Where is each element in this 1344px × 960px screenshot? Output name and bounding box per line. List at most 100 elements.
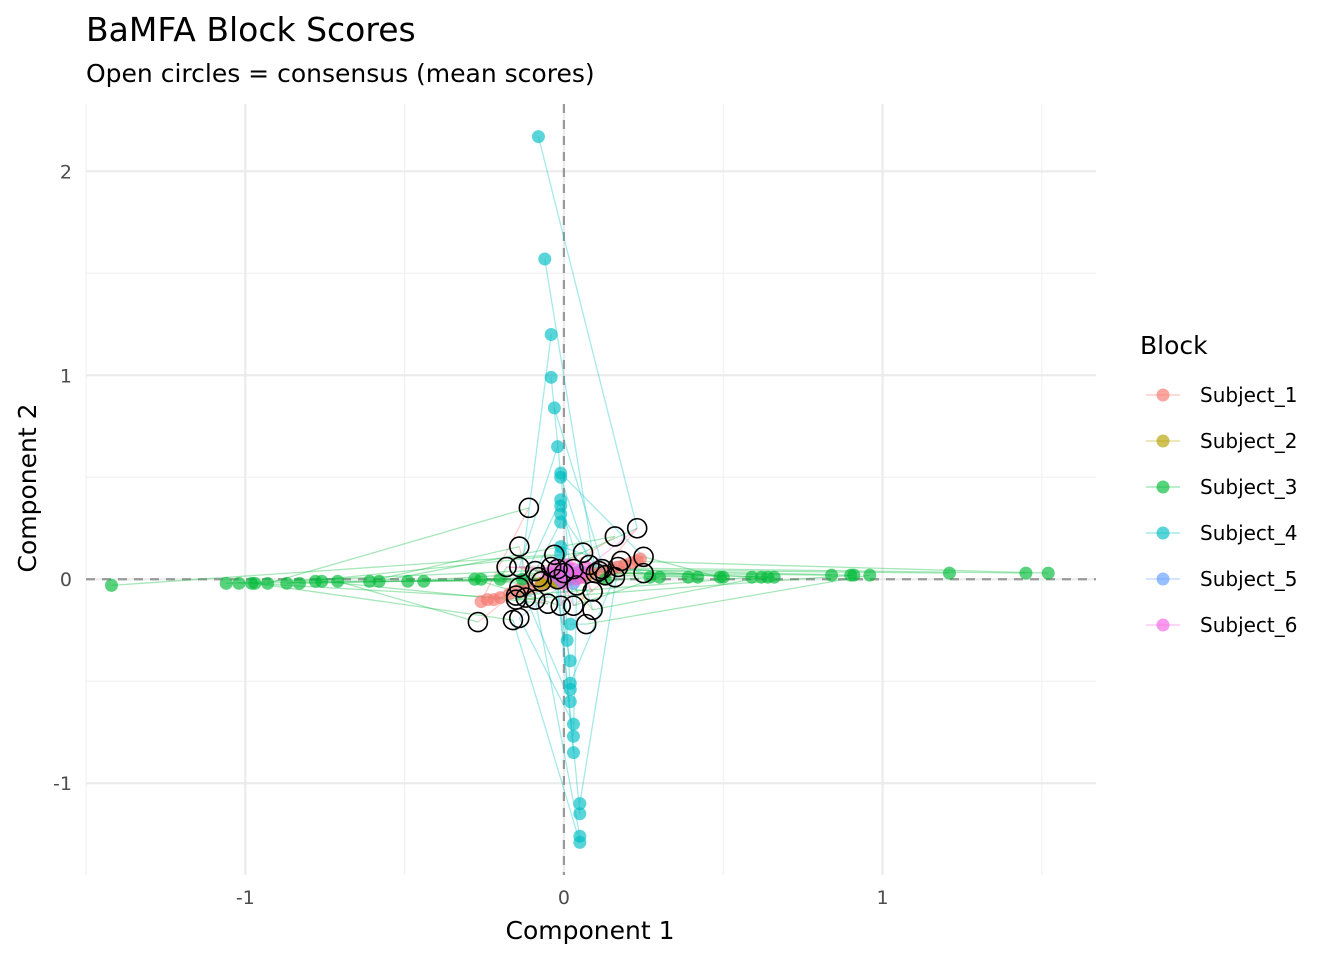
link-line — [254, 582, 514, 621]
x-tick-label: -1 — [236, 887, 255, 909]
legend-label: Subject_6 — [1200, 613, 1298, 637]
data-point — [573, 807, 587, 821]
data-point — [566, 746, 580, 760]
legend-label: Subject_2 — [1200, 429, 1298, 453]
data-point — [573, 797, 587, 811]
y-tick-label: 0 — [60, 569, 72, 591]
link-line — [643, 572, 832, 576]
consensus-point — [633, 546, 654, 568]
legend-item: Subject_1 — [1146, 383, 1298, 407]
reference-lines — [86, 104, 1096, 875]
x-tick-label: 0 — [558, 887, 570, 909]
x-axis-ticks: -1 0 1 — [236, 887, 889, 909]
data-point — [573, 835, 587, 849]
x-axis-title: Component 1 — [506, 916, 675, 945]
data-point — [417, 574, 431, 588]
link-line — [643, 556, 721, 578]
data-point — [1041, 566, 1055, 580]
chart-subtitle: Open circles = consensus (mean scores) — [86, 59, 595, 88]
data-point — [566, 729, 580, 743]
legend-swatch-point — [1156, 434, 1170, 448]
legend-swatch-point — [1156, 618, 1170, 632]
link-line — [592, 576, 762, 611]
consensus-point — [515, 587, 536, 608]
legend-title: Block — [1140, 331, 1208, 360]
consensus-point — [575, 613, 597, 635]
link-line — [267, 507, 530, 584]
data-point — [331, 574, 345, 588]
consensus-point — [633, 562, 654, 584]
data-point — [363, 574, 377, 588]
consensus-point — [595, 564, 616, 586]
consensus-point — [566, 575, 587, 596]
link-line — [111, 554, 555, 587]
link-line — [621, 560, 1049, 574]
data-point — [538, 252, 552, 266]
consensus-point — [531, 570, 552, 592]
data-point — [681, 570, 695, 584]
consensus-point — [496, 556, 517, 578]
link-line — [480, 507, 530, 602]
consensus-point — [563, 558, 584, 580]
consensus-point — [509, 556, 530, 578]
data-point — [563, 654, 577, 668]
legend-item: Subject_6 — [1146, 613, 1298, 637]
plot-area — [85, 104, 1096, 875]
consensus-point — [563, 595, 584, 617]
legend: Block Subject_1Subject_2Subject_3Subject… — [1140, 331, 1298, 637]
data-point — [219, 576, 233, 590]
consensus-point — [537, 593, 559, 615]
link-line — [586, 574, 870, 625]
link-line — [518, 617, 575, 725]
data-point — [716, 570, 730, 584]
consensus-point — [553, 562, 575, 584]
legend-label: Subject_3 — [1200, 475, 1298, 499]
data-point — [474, 572, 488, 586]
data-point — [104, 578, 118, 592]
data-point — [401, 574, 415, 588]
link-line — [534, 599, 581, 837]
data-point — [554, 470, 568, 484]
legend-swatch-point — [1156, 480, 1170, 494]
data-point — [563, 682, 577, 696]
link-line — [369, 545, 520, 582]
data-point — [653, 570, 667, 584]
x-tick-label: 1 — [876, 887, 888, 909]
grid — [85, 104, 1096, 875]
data-point — [560, 633, 574, 647]
link-line — [525, 597, 571, 702]
legend-swatch-point — [1156, 526, 1170, 540]
legend-item: Subject_3 — [1146, 475, 1298, 499]
data-point — [551, 440, 565, 454]
link-line — [544, 258, 597, 574]
y-tick-label: 2 — [60, 161, 72, 183]
data-point — [280, 576, 294, 590]
consensus-point — [547, 558, 568, 580]
legend-label: Subject_5 — [1200, 567, 1298, 591]
consensus-point — [588, 560, 610, 582]
data-point — [554, 515, 568, 529]
consensus-point — [544, 544, 565, 566]
consensus-point — [572, 542, 594, 564]
data-point — [863, 568, 877, 582]
link-line — [563, 573, 571, 690]
consensus-point — [604, 526, 626, 547]
consensus-point — [524, 589, 546, 610]
data-point — [942, 566, 956, 580]
consensus-point — [550, 595, 572, 617]
link-line — [560, 472, 645, 558]
data-point — [315, 574, 329, 588]
legend-item: Subject_2 — [1146, 429, 1298, 453]
link-line — [579, 566, 619, 804]
data-point — [767, 570, 781, 584]
data-point — [847, 568, 861, 582]
legend-item: Subject_4 — [1146, 521, 1298, 545]
consensus-point — [502, 609, 524, 631]
data-point — [547, 401, 561, 415]
legend-item: Subject_5 — [1146, 567, 1298, 591]
link-line — [516, 576, 752, 597]
data-point — [531, 130, 545, 144]
legend-items: Subject_1 Subject_2 Subject_3 Subject_4 Subj… — [1146, 383, 1298, 637]
legend-label: Subject_1 — [1200, 383, 1298, 407]
